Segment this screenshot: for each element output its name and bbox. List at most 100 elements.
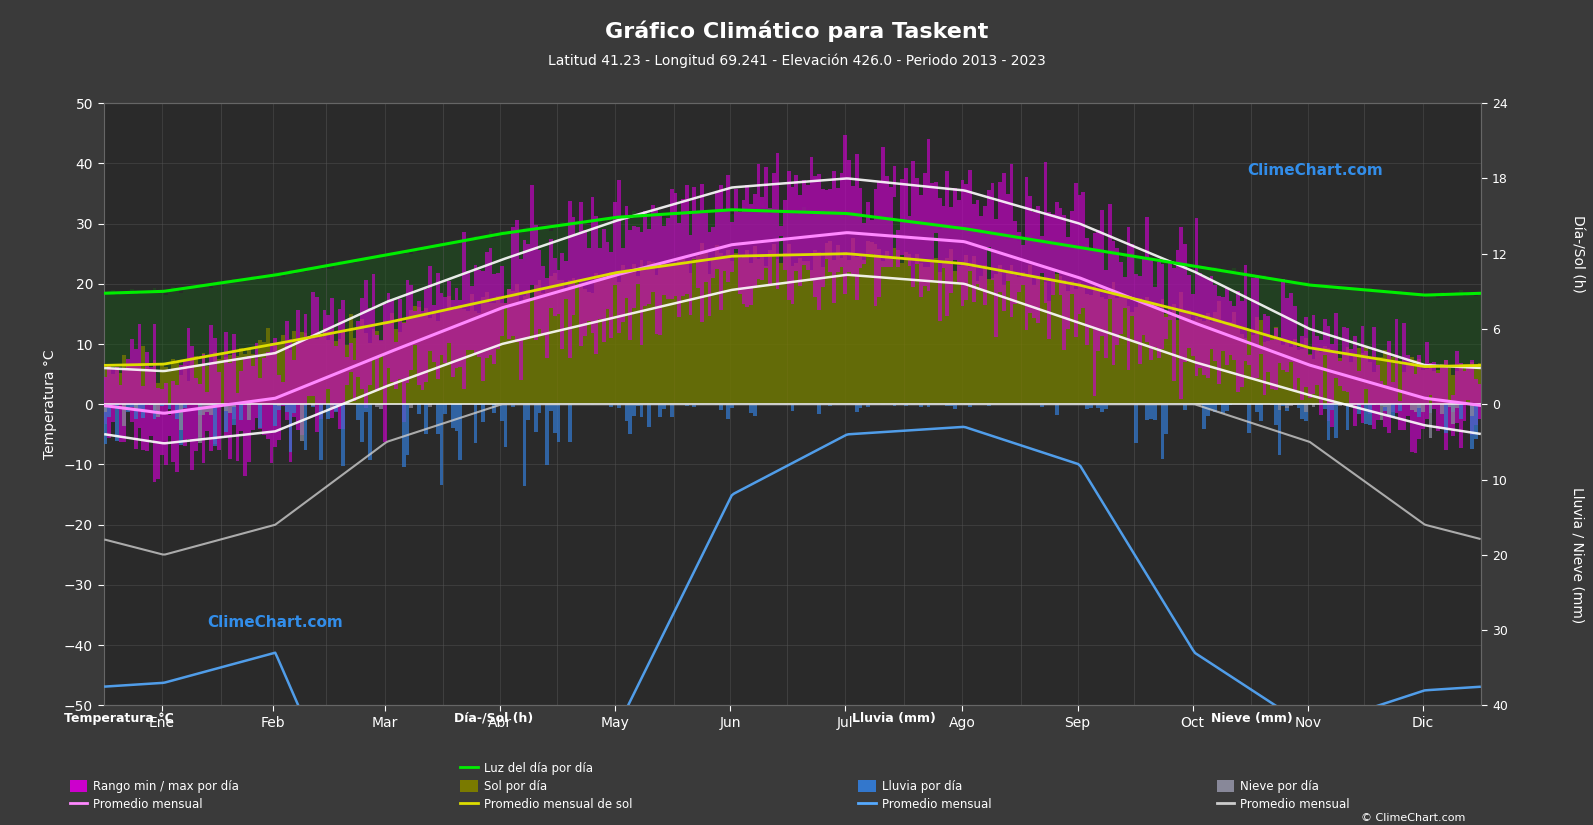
Bar (1383, 404, 1388, 411)
Bar (538, 404, 542, 413)
Bar (1149, 259, 1153, 360)
Bar (209, 404, 213, 415)
Bar (916, 225, 919, 404)
Bar (186, 286, 191, 404)
Bar (553, 272, 556, 404)
Bar (938, 198, 941, 321)
Bar (1203, 404, 1206, 429)
Bar (365, 404, 368, 412)
Bar (1101, 297, 1104, 404)
Bar (393, 252, 398, 404)
Bar (311, 404, 315, 406)
Bar (266, 328, 269, 404)
Bar (832, 260, 836, 404)
Bar (953, 188, 957, 260)
Bar (1297, 350, 1300, 404)
Bar (597, 248, 602, 319)
Bar (473, 404, 478, 443)
Bar (1270, 280, 1274, 404)
Bar (1462, 365, 1467, 404)
Bar (1040, 276, 1043, 404)
Bar (889, 257, 892, 404)
Bar (1247, 331, 1251, 404)
Bar (726, 175, 730, 282)
Bar (658, 213, 663, 335)
Bar (663, 226, 666, 295)
Bar (126, 365, 131, 404)
Bar (508, 290, 511, 404)
Bar (1035, 278, 1040, 404)
Bar (749, 204, 753, 304)
Bar (228, 363, 233, 459)
Bar (1440, 367, 1443, 428)
Bar (134, 350, 137, 449)
Bar (153, 404, 156, 419)
Bar (677, 224, 682, 317)
Bar (1217, 268, 1220, 404)
Bar (610, 219, 613, 404)
Bar (712, 227, 715, 278)
Bar (1192, 271, 1195, 404)
Bar (704, 252, 707, 404)
Bar (1346, 288, 1349, 404)
Bar (790, 266, 795, 404)
Bar (991, 233, 994, 404)
Bar (213, 282, 217, 404)
Bar (1368, 362, 1372, 404)
Bar (1168, 316, 1172, 404)
Bar (957, 230, 961, 404)
Bar (1059, 208, 1063, 295)
Bar (624, 269, 628, 404)
Bar (1236, 328, 1239, 404)
Bar (693, 213, 696, 404)
Bar (561, 280, 564, 404)
Bar (746, 211, 749, 404)
Bar (379, 404, 382, 409)
Bar (828, 242, 832, 404)
Bar (1305, 404, 1308, 412)
Bar (1131, 312, 1134, 404)
Bar (1467, 295, 1470, 404)
Bar (123, 355, 126, 404)
Bar (550, 231, 553, 404)
Bar (1236, 291, 1239, 392)
Bar (417, 404, 421, 414)
Bar (1184, 266, 1187, 404)
Bar (1134, 404, 1137, 443)
Bar (953, 228, 957, 404)
Bar (1319, 352, 1322, 404)
Bar (360, 318, 365, 404)
Bar (1454, 351, 1459, 423)
Bar (178, 365, 183, 411)
Bar (1164, 262, 1168, 404)
Bar (1451, 404, 1454, 412)
Bar (666, 265, 669, 404)
Bar (610, 252, 613, 337)
Bar (209, 325, 213, 451)
Bar (836, 188, 840, 272)
Bar (406, 404, 409, 455)
Bar (511, 232, 515, 404)
Bar (315, 339, 319, 404)
Bar (572, 217, 575, 315)
Bar (217, 360, 220, 404)
Bar (674, 193, 677, 296)
Bar (933, 227, 938, 404)
Bar (263, 342, 266, 404)
Bar (817, 173, 820, 310)
Bar (1289, 347, 1294, 404)
Bar (892, 404, 897, 406)
Bar (640, 404, 644, 417)
Bar (1278, 338, 1281, 404)
Bar (1432, 295, 1437, 404)
Bar (148, 370, 153, 404)
Bar (1002, 173, 1005, 311)
Bar (330, 269, 335, 404)
Bar (1278, 337, 1281, 363)
Bar (319, 337, 322, 419)
Bar (1187, 275, 1192, 348)
Bar (795, 215, 798, 404)
Bar (1478, 292, 1481, 404)
Bar (1399, 364, 1402, 404)
Bar (1281, 345, 1286, 404)
